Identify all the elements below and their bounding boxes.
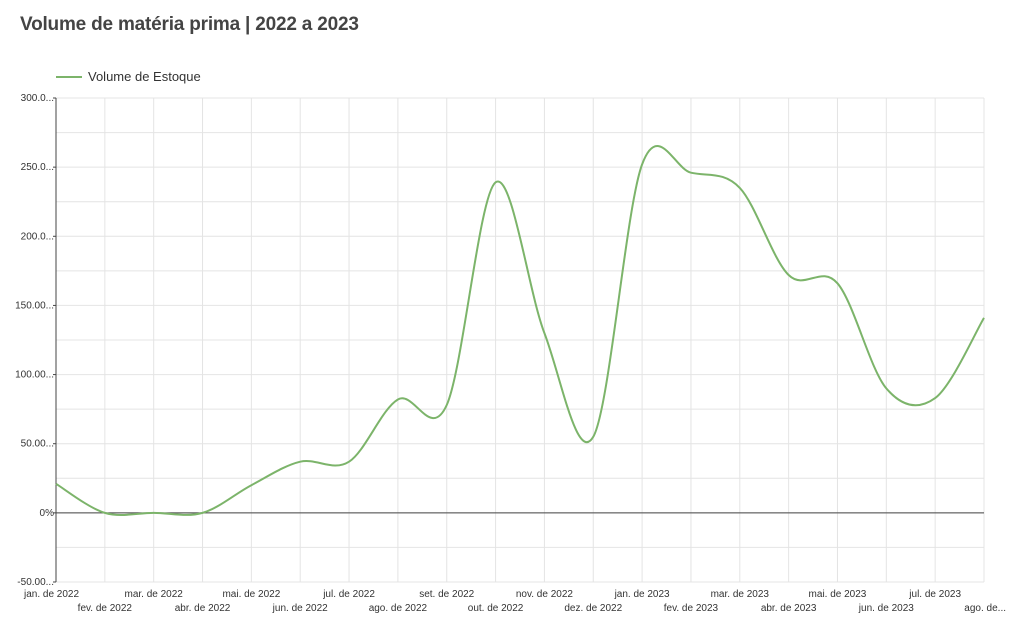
- x-tick-label: abr. de 2023: [761, 603, 817, 614]
- legend[interactable]: Volume de Estoque: [56, 69, 201, 84]
- y-axis-ticks: 300.0... 250.0... 200.0... 150.00... 100.00.…: [15, 93, 56, 588]
- y-tick-label: 250.0...: [21, 162, 54, 173]
- y-tick-label: 300.0...: [21, 93, 54, 104]
- x-tick-label: jan. de 2022: [23, 589, 79, 600]
- y-tick-label: 150.00...: [15, 300, 54, 311]
- x-axis-ticks: jan. de 2022 fev. de 2022 mar. de 2022 abr.…: [23, 589, 1006, 614]
- x-tick-label: fev. de 2023: [664, 603, 719, 614]
- x-tick-label: jun. de 2022: [272, 603, 328, 614]
- x-tick-label: ago. de 2022: [369, 603, 428, 614]
- x-tick-label: fev. de 2022: [78, 603, 133, 614]
- y-tick-label: 100.00...: [15, 370, 54, 381]
- x-tick-label: mai. de 2022: [222, 589, 280, 600]
- chart-title: Volume de matéria prima | 2022 a 2023: [20, 14, 359, 35]
- x-tick-label: ago. de...: [964, 603, 1006, 614]
- x-tick-label: jul. de 2023: [908, 589, 961, 600]
- x-tick-label: abr. de 2022: [175, 603, 231, 614]
- series-line[interactable]: [55, 145, 985, 516]
- x-tick-label: nov. de 2022: [516, 589, 574, 600]
- x-tick-label: out. de 2022: [468, 603, 524, 614]
- y-tick-label: 200.0...: [21, 231, 54, 242]
- x-tick-label: mar. de 2023: [711, 589, 770, 600]
- legend-label: Volume de Estoque: [88, 69, 201, 84]
- x-tick-label: jul. de 2022: [322, 589, 375, 600]
- y-tick-label: 50.00...: [21, 439, 54, 450]
- x-tick-label: mai. de 2023: [809, 589, 867, 600]
- x-tick-label: mar. de 2022: [124, 589, 183, 600]
- y-tick-label: -50.00...: [17, 577, 54, 588]
- x-tick-label: dez. de 2022: [564, 603, 622, 614]
- x-tick-label: jun. de 2023: [858, 603, 914, 614]
- legend-swatch: [56, 75, 82, 78]
- x-tick-label: set. de 2022: [419, 589, 474, 600]
- grid-lines: [55, 97, 985, 583]
- y-tick-label: 0%: [40, 508, 55, 519]
- x-tick-label: jan. de 2023: [614, 589, 670, 600]
- series-group: [55, 145, 985, 516]
- axes: [55, 98, 984, 582]
